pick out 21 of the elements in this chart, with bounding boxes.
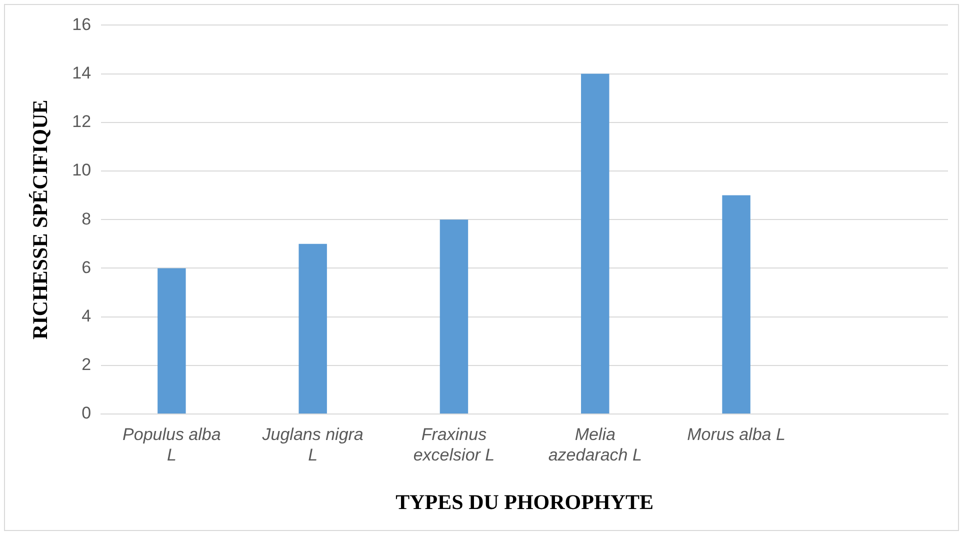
y-tick-label: 4 bbox=[82, 306, 92, 326]
y-tick-label: 16 bbox=[72, 14, 92, 34]
y-axis-title: RICHESSE SPÉCIFIQUE bbox=[28, 100, 52, 340]
y-tick-label: 8 bbox=[82, 209, 92, 228]
y-tick-label: 0 bbox=[82, 404, 92, 423]
x-tick-label: Melia azedarach L bbox=[548, 424, 642, 464]
bar bbox=[722, 195, 750, 414]
x-tick-label: Juglans nigra L bbox=[261, 424, 364, 464]
y-tick-label: 6 bbox=[82, 258, 92, 277]
bar bbox=[158, 268, 186, 414]
y-tick-label: 12 bbox=[72, 112, 92, 132]
bar bbox=[440, 220, 468, 414]
y-tick-label: 14 bbox=[72, 63, 92, 82]
x-tick-label: Morus alba L bbox=[687, 424, 786, 444]
x-axis-title: TYPES DU PHOROPHYTE bbox=[396, 490, 654, 514]
bar bbox=[581, 74, 610, 414]
x-tick-label: Populus alba L bbox=[122, 424, 221, 464]
x-tick-label: Fraxinus excelsior L bbox=[413, 424, 495, 464]
bar bbox=[298, 244, 327, 414]
y-tick-label: 2 bbox=[82, 355, 92, 374]
y-tick-label: 10 bbox=[72, 160, 92, 180]
